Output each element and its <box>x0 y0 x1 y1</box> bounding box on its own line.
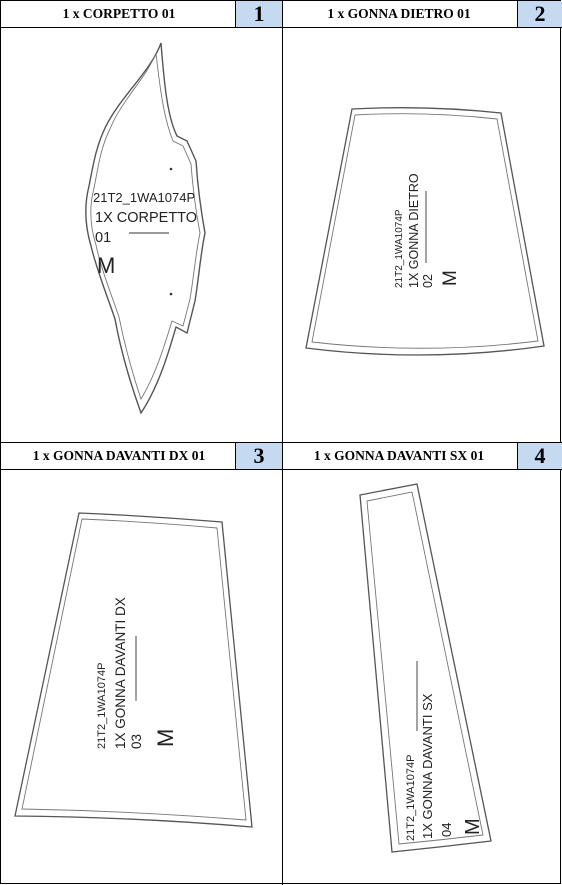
label-size: M <box>440 270 461 286</box>
label-name: 1X CORPETTO <box>95 210 197 226</box>
label-code: 21T2_1WA1074P <box>394 209 405 288</box>
label-size: M <box>462 818 484 835</box>
piece-cell-gonna-davanti-sx: 1 x GONNA DAVANTI SX 01 4 21T2_1WA1074P … <box>283 443 562 885</box>
label-piece-number: 02 <box>421 274 435 288</box>
label-piece-number: 04 <box>439 823 454 837</box>
gonna-davanti-sx-pattern-drawing: 21T2_1WA1074P 1X GONNA DAVANTI SX 04 M <box>359 483 492 853</box>
corpetto-pattern-drawing: 21T2_1WA1074P 1X CORPETTO 01 M <box>85 42 206 415</box>
piece-title: 1 x GONNA DAVANTI DX 01 <box>32 448 206 463</box>
gonna-davanti-dx-pattern-drawing: 21T2_1WA1074P 1X GONNA DAVANTI DX 03 M <box>14 512 253 828</box>
piece-number-badge: 2 <box>517 1 562 27</box>
piece-cell-gonna-dietro: 1 x GONNA DIETRO 01 2 21T2_1WA1074P 1X G… <box>283 1 562 443</box>
gonna-davanti-sx-outline-inner <box>366 491 484 845</box>
label-size: M <box>97 253 115 278</box>
gonna-davanti-dx-outline-outer <box>14 512 253 828</box>
piece-number-badge: 3 <box>235 443 282 469</box>
corpetto-outline-inner <box>90 52 201 401</box>
label-name: 1X GONNA DAVANTI DX <box>113 597 128 749</box>
gonna-dietro-outline-outer <box>305 107 545 356</box>
gonna-dietro-pattern-drawing: 21T2_1WA1074P 1X GONNA DIETRO 02 M <box>305 107 545 356</box>
piece-cell-corpetto: 1 x CORPETTO 01 1 21T2_1WA1074P 1X CORPE… <box>1 1 283 443</box>
piece-title: 1 x CORPETTO 01 <box>62 6 176 21</box>
piece-header: 1 x GONNA DIETRO 01 2 <box>283 1 562 28</box>
label-name: 1X GONNA DAVANTI SX <box>420 693 435 839</box>
piece-header: 1 x GONNA DAVANTI DX 01 3 <box>1 443 282 470</box>
piece-header: 1 x GONNA DAVANTI SX 01 4 <box>283 443 562 470</box>
piece-header: 1 x CORPETTO 01 1 <box>1 1 282 28</box>
label-name: 1X GONNA DIETRO <box>407 173 421 288</box>
label-code: 21T2_1WA1074P <box>405 755 417 841</box>
gonna-davanti-dx-outline-inner <box>21 518 247 821</box>
notch-dot <box>169 167 173 171</box>
label-code: 21T2_1WA1074P <box>93 190 195 205</box>
label-piece-number: 01 <box>95 230 111 246</box>
label-code: 21T2_1WA1074P <box>96 663 108 749</box>
piece-number-badge: 1 <box>235 1 282 27</box>
piece-cell-gonna-davanti-dx: 1 x GONNA DAVANTI DX 01 3 21T2_1WA1074P … <box>1 443 283 885</box>
label-piece-number: 03 <box>129 734 144 749</box>
piece-number-badge: 4 <box>517 443 562 469</box>
piece-title: 1 x GONNA DAVANTI SX 01 <box>313 448 485 463</box>
label-size: M <box>153 729 178 747</box>
gonna-dietro-outline-inner <box>311 113 539 349</box>
corpetto-outline-outer <box>85 42 206 415</box>
piece-title: 1 x GONNA DIETRO 01 <box>327 6 471 21</box>
gonna-davanti-sx-outline-outer <box>359 483 492 853</box>
notch-dot <box>169 292 173 296</box>
